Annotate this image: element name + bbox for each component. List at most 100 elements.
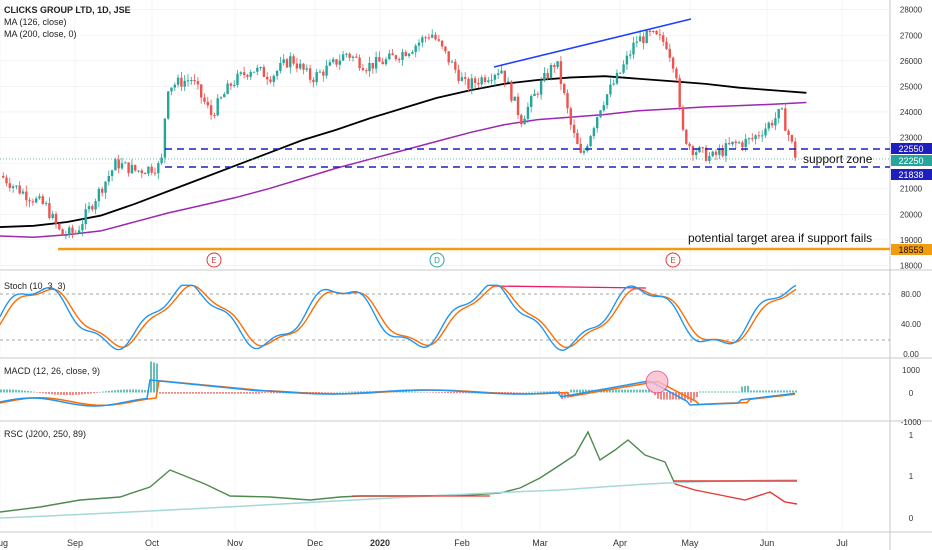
price-panel: support zone potential target area if su… [0, 5, 890, 268]
macd-bar [162, 392, 164, 394]
macd-bar [753, 390, 755, 393]
candle-body [209, 105, 213, 116]
candle-body [84, 209, 87, 225]
candle-body [431, 34, 434, 38]
candle-body [615, 72, 619, 84]
time-axis[interactable]: Aug Sep Oct Nov Dec 2020 Feb Mar Apr May Jun Jul [0, 538, 848, 548]
macd-bar [255, 392, 257, 394]
macd-bar [759, 390, 761, 393]
candle-body [196, 81, 200, 85]
macd-bar [168, 392, 170, 394]
candle-body [417, 42, 421, 46]
candle-body [335, 59, 338, 65]
candle-body [602, 105, 605, 111]
candle-body [506, 81, 510, 83]
macd-bar [153, 362, 155, 393]
macd-title: MACD (12, 26, close, 9) [4, 366, 100, 376]
candle-body [477, 82, 480, 85]
candle-body [563, 84, 566, 93]
candle-body [572, 124, 576, 134]
macd-bar [150, 361, 152, 393]
macd-bar [729, 391, 731, 393]
macd-bar [456, 392, 458, 394]
candle-body [91, 206, 94, 210]
candle-body [520, 114, 523, 125]
macd-bar [219, 392, 221, 394]
candle-body [457, 69, 460, 81]
macd-bar [57, 392, 59, 395]
candle-body [622, 64, 625, 73]
time-tick-label: Feb [454, 538, 470, 548]
macd-bar [738, 391, 740, 393]
candle-body [652, 30, 655, 33]
candle-body [365, 70, 368, 72]
candle-body [787, 130, 790, 136]
macd-bar [642, 389, 644, 393]
macd-bar [210, 392, 212, 394]
candle-body [153, 172, 157, 174]
candle-body [767, 122, 770, 129]
candle-body [543, 72, 546, 81]
price-axis[interactable]: 2800027000260002500024000230002200021000… [900, 6, 923, 523]
macd-bar [666, 392, 668, 400]
candle-body [58, 223, 61, 230]
candle-body [130, 164, 134, 174]
macd-bar [432, 392, 434, 393]
candle-body [252, 71, 256, 73]
macd-bar [636, 389, 638, 393]
macd-bar [54, 392, 56, 395]
macd-bar [9, 389, 11, 393]
stoch-tick-label: 0.00 [903, 350, 919, 359]
candle-body [328, 62, 332, 66]
macd-bar [420, 391, 422, 393]
macd-bar [501, 392, 503, 394]
candle-body [77, 230, 81, 233]
dividend-badge[interactable]: D [429, 252, 445, 268]
candle-body [741, 142, 744, 147]
candle-body [642, 36, 645, 44]
macd-bar [204, 392, 206, 394]
macd-bar [504, 392, 506, 393]
candle-body [322, 71, 325, 76]
macd-bar [627, 389, 629, 393]
macd-bar [183, 392, 185, 394]
macd-bar [174, 392, 176, 394]
macd-bar [522, 392, 524, 393]
candle-body [48, 203, 51, 218]
macd-bar [771, 390, 773, 393]
macd-bar [576, 389, 578, 393]
macd-bar [714, 391, 716, 393]
candle-body [503, 70, 506, 83]
candle-body [351, 56, 355, 58]
macd-bar [177, 392, 179, 394]
candle-body [110, 170, 114, 176]
macd-bar [252, 392, 254, 394]
candle-body [124, 162, 127, 164]
stoch-fast-line [0, 284, 797, 351]
stoch-tick-label: 40.00 [901, 320, 922, 329]
candle-body [714, 151, 718, 155]
earnings-badge[interactable]: E [206, 252, 222, 268]
candle-body [167, 91, 170, 119]
macd-bar [513, 392, 515, 393]
candle-body [404, 52, 407, 57]
candle-body [371, 62, 374, 69]
candle-body [94, 201, 97, 210]
candle-body [242, 72, 246, 76]
candle-body [186, 80, 190, 82]
macd-bar [672, 392, 674, 400]
candle-body [718, 149, 721, 155]
candle-body [493, 74, 497, 80]
macd-bar [246, 392, 248, 394]
earnings-badge[interactable]: E [665, 252, 681, 268]
trendline[interactable] [493, 18, 692, 68]
macd-bar [429, 392, 431, 393]
candle-body [341, 54, 345, 61]
macd-bar [465, 392, 467, 394]
macd-bar [0, 389, 2, 393]
macd-bar [459, 392, 461, 394]
macd-bar [231, 392, 233, 394]
macd-bar [717, 391, 719, 393]
macd-bar [186, 392, 188, 394]
macd-bar [414, 391, 416, 393]
